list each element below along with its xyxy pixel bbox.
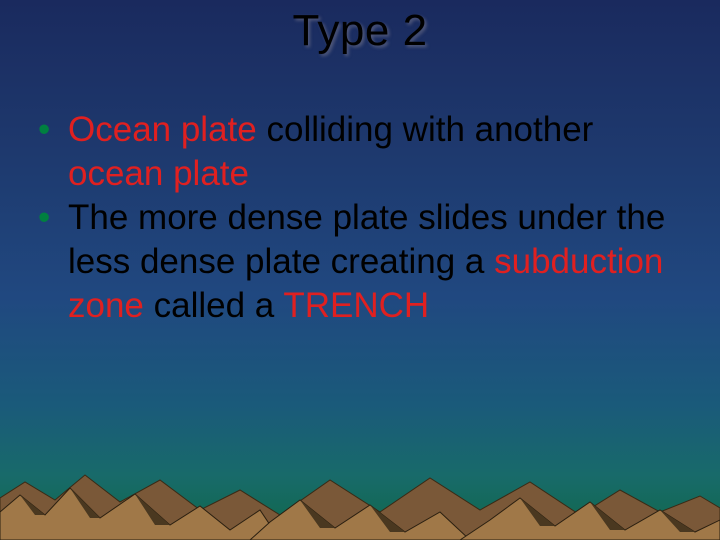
page-title: Type 2 — [0, 6, 720, 56]
body-text: colliding with another — [257, 110, 594, 149]
body-text: called a — [144, 286, 283, 325]
highlight-text: Ocean plate — [68, 110, 257, 149]
mountains-graphic — [0, 420, 720, 540]
bullet-item: The more dense plate slides under the le… — [38, 196, 690, 328]
bullet-list: Ocean plate colliding with another ocean… — [38, 108, 690, 328]
bullet-item: Ocean plate colliding with another ocean… — [38, 108, 690, 196]
highlight-text: TRENCH — [283, 286, 429, 325]
highlight-text: ocean plate — [68, 154, 249, 193]
slide: Type 2 Ocean plate colliding with anothe… — [0, 0, 720, 540]
